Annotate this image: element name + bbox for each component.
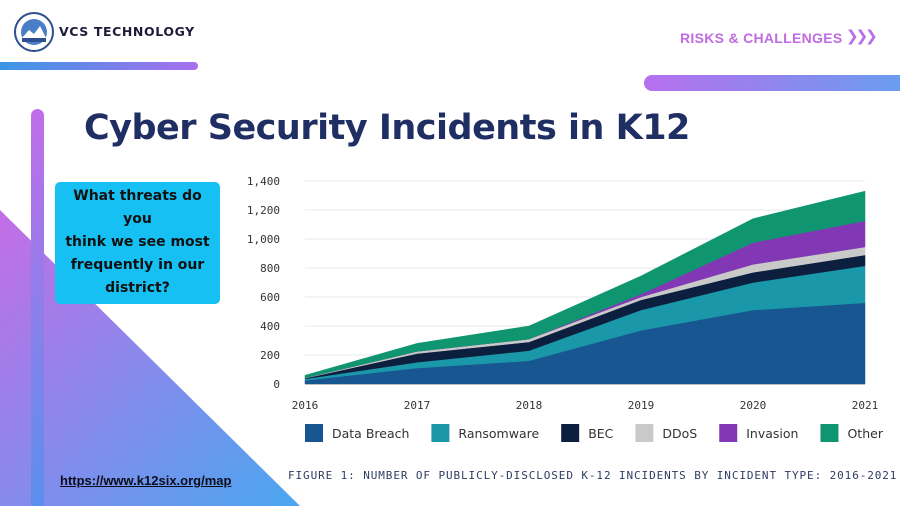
legend-swatch: [305, 424, 323, 442]
x-tick-label: 2021: [852, 399, 879, 412]
question-line: think we see most: [65, 234, 210, 250]
x-tick-label: 2017: [404, 399, 431, 412]
y-tick-label: 1,000: [247, 233, 280, 246]
figure-caption: FIGURE 1: NUMBER OF PUBLICLY-DISCLOSED K…: [288, 469, 898, 482]
decorative-vertical-bar: [31, 109, 44, 506]
y-tick-label: 600: [260, 291, 280, 304]
x-tick-label: 2016: [292, 399, 319, 412]
stacked-area-chart: 0 200 400 600 800 1,000 1,200 1,400 2016 2017 2018…: [247, 175, 884, 442]
section-label: RISKS & CHALLENGES: [680, 30, 843, 46]
legend-label: Data Breach: [332, 426, 409, 441]
legend-label: Invasion: [746, 426, 798, 441]
question-line: district?: [105, 280, 170, 296]
decorative-accent-bar: [644, 75, 900, 91]
legend-swatch: [820, 424, 839, 442]
district-seal-logo: [14, 12, 54, 52]
brand-name: VCS TECHNOLOGY: [59, 24, 195, 39]
question-line: frequently in our: [70, 257, 205, 273]
y-tick-label: 1,400: [247, 175, 280, 188]
source-link[interactable]: https://www.k12six.org/map: [60, 473, 232, 488]
slide-title: Cyber Security Incidents in K12: [84, 108, 690, 148]
y-tick-label: 0: [273, 378, 280, 391]
y-tick-label: 800: [260, 262, 280, 275]
x-tick-label: 2020: [740, 399, 767, 412]
decorative-header-bar: [0, 62, 198, 70]
legend-label: Ransomware: [458, 426, 539, 441]
y-tick-label: 400: [260, 320, 280, 333]
triple-chevron-right-icon: ❯❯❯: [846, 27, 878, 45]
question-line: What threats do you: [73, 188, 202, 227]
legend-swatch: [431, 424, 450, 442]
legend-swatch: [719, 424, 738, 442]
x-tick-label: 2019: [628, 399, 655, 412]
legend-label: BEC: [588, 426, 613, 441]
y-tick-label: 1,200: [247, 204, 280, 217]
question-callout: What threats do you think we see most fr…: [55, 182, 220, 304]
legend-label: DDoS: [662, 426, 697, 441]
legend-label: Other: [847, 426, 883, 441]
legend-swatch: [561, 424, 580, 442]
area-series-other: [304, 190, 866, 379]
y-tick-label: 200: [260, 349, 280, 362]
x-tick-label: 2018: [516, 399, 543, 412]
legend-swatch: [635, 424, 654, 442]
